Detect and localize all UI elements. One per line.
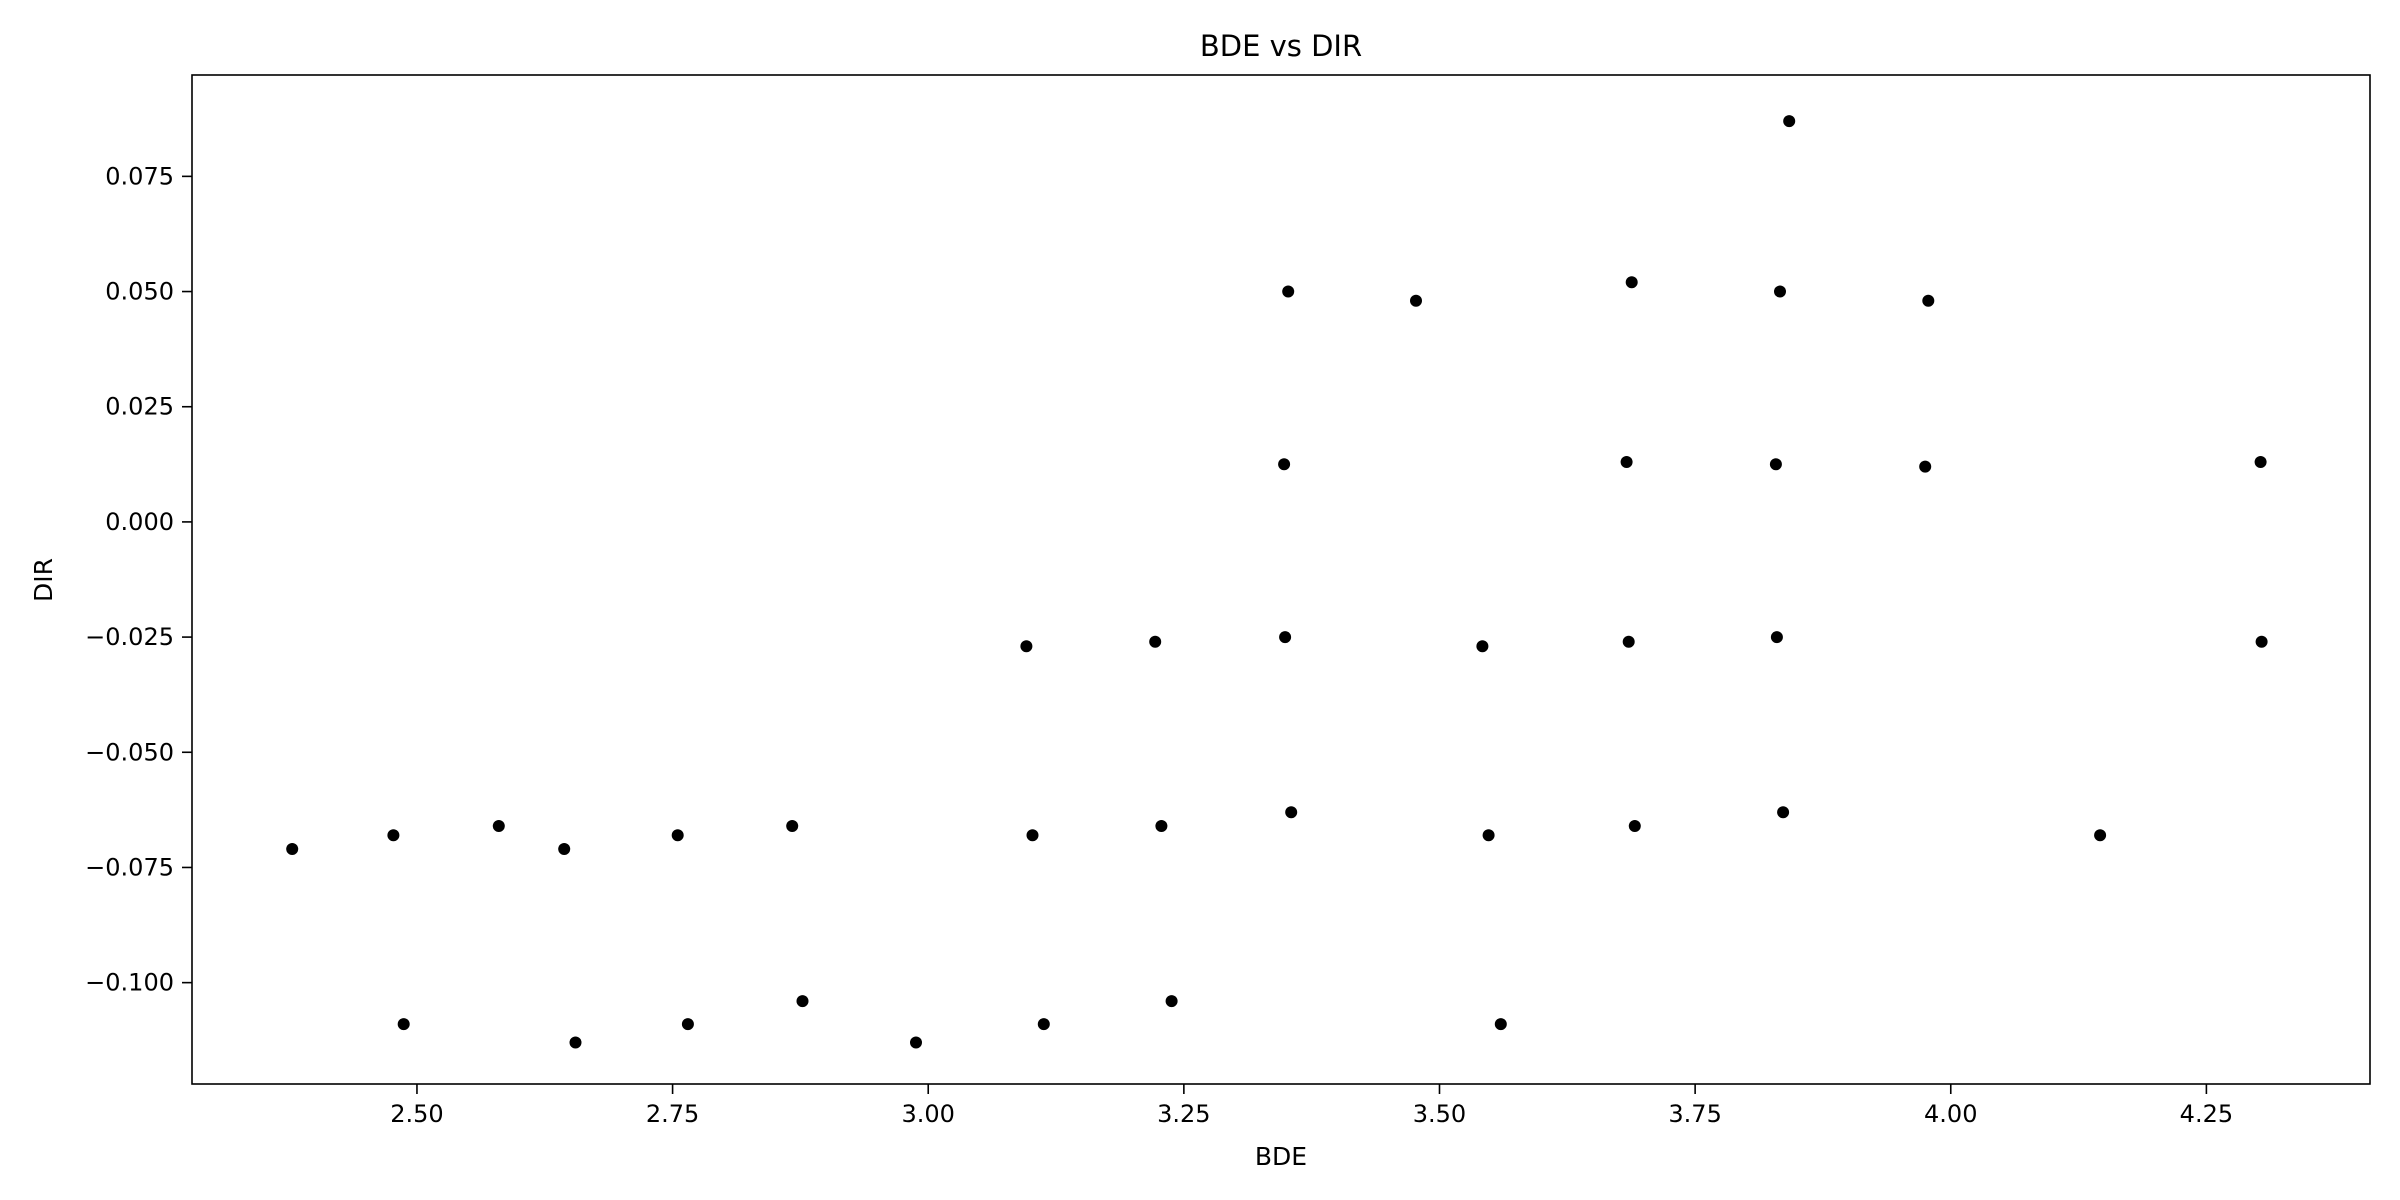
scatter-point-33: [1777, 806, 1790, 819]
scatter-point-38: [2254, 456, 2267, 468]
scatter-point-32: [1774, 285, 1786, 298]
scatter-point-11: [910, 1036, 922, 1049]
scatter-point-39: [2255, 635, 2268, 648]
scatter-point-18: [1278, 458, 1291, 471]
scatter-point-10: [796, 995, 809, 1008]
scatter-point-12: [1020, 640, 1033, 653]
x-tick-label: 2.75: [646, 1100, 699, 1128]
scatter-point-22: [1410, 294, 1422, 307]
scatter-point-17: [1165, 995, 1178, 1008]
x-tick-label: 3.00: [902, 1100, 955, 1128]
scatter-point-30: [1769, 458, 1782, 471]
scatter-point-6: [569, 1036, 582, 1049]
scatter-point-13: [1026, 829, 1039, 842]
scatter-point-8: [681, 1018, 694, 1031]
y-tick-label: 0.025: [105, 393, 174, 421]
x-tick-label: 4.00: [1924, 1100, 1977, 1128]
y-axis-label: DIR: [29, 558, 58, 602]
scatter-point-14: [1037, 1018, 1050, 1031]
scatter-point-35: [1919, 460, 1932, 473]
x-tick-label: 3.75: [1668, 1100, 1721, 1128]
chart-title: BDE vs DIR: [1200, 29, 1362, 63]
scatter-point-1: [286, 843, 299, 855]
scatter-point-5: [558, 843, 571, 855]
scatter-point-23: [1476, 640, 1489, 653]
scatter-point-15: [1149, 635, 1162, 648]
x-axis-label: BDE: [1255, 1142, 1307, 1171]
y-tick-label: −0.075: [85, 853, 174, 881]
scatter-point-20: [1282, 285, 1295, 298]
scatter-point-3: [397, 1018, 410, 1031]
scatter-point-25: [1494, 1018, 1507, 1031]
scatter-point-2: [387, 829, 400, 842]
scatter-point-16: [1155, 820, 1168, 832]
x-axis-ticks: 2.50 2.75 3.00 3.25 3.50 3.75 4.00 4.25: [390, 1084, 2233, 1128]
scatter-point-31: [1770, 631, 1783, 644]
scatter-point-7: [671, 829, 684, 842]
scatter-point-4: [492, 820, 505, 832]
scatter-point-19: [1279, 631, 1292, 644]
y-tick-label: 0.000: [105, 508, 174, 536]
points-layer: [286, 115, 2268, 1049]
x-tick-label: 2.50: [390, 1100, 443, 1128]
scatter-point-26: [1620, 456, 1633, 468]
scatter-point-21: [1285, 806, 1298, 819]
scatter-point-9: [786, 820, 799, 832]
scatter-point-24: [1482, 829, 1495, 842]
x-tick-label: 4.25: [2180, 1100, 2233, 1128]
plot-area-frame: [191, 74, 2371, 1085]
y-tick-label: −0.025: [85, 623, 174, 651]
y-tick-label: 0.050: [105, 278, 174, 306]
scatter-point-34: [1783, 115, 1796, 128]
scatter-point-36: [1922, 294, 1935, 307]
y-tick-label: −0.050: [85, 738, 174, 766]
scatter-point-37: [2094, 829, 2107, 842]
scatter-point-29: [1628, 820, 1641, 832]
x-tick-label: 3.25: [1157, 1100, 1210, 1128]
scatter-point-27: [1622, 635, 1635, 648]
y-axis-ticks: −0.100 −0.075 −0.050 −0.025 0.000 0.025 0.050 0…: [85, 162, 192, 997]
scatter-point-28: [1625, 276, 1638, 289]
y-tick-label: −0.100: [85, 969, 174, 997]
y-tick-label: 0.075: [105, 162, 174, 190]
x-tick-label: 3.50: [1413, 1100, 1466, 1128]
